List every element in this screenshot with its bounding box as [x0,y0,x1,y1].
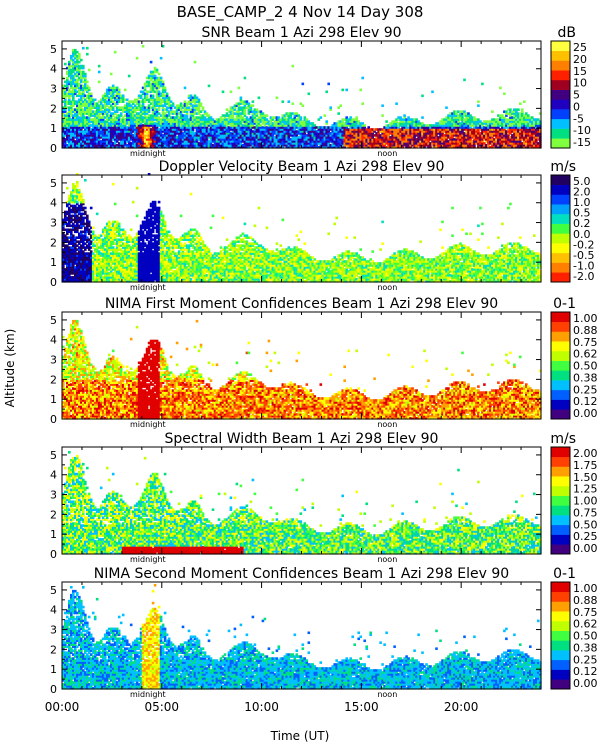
heatmap-cell [98,81,101,84]
heatmap-cell [168,97,171,100]
heatmap-cell [64,63,67,66]
heatmap-cell [94,99,97,102]
heatmap-cell [152,95,155,98]
heatmap-cell [122,95,125,98]
heatmap-cell [110,73,113,76]
heatmap-cell [98,65,101,68]
heatmap-cell [78,53,81,56]
heatmap-cell [252,104,255,107]
heatmap-cell [156,69,159,72]
colorbar-unit: dB [558,25,577,41]
heatmap-cell [160,77,163,80]
heatmap-cell [114,51,117,54]
heatmap-cell [244,77,247,80]
heatmap-cell [80,59,83,62]
heatmap-cell [86,53,89,56]
heatmap-cell [184,87,187,90]
heatmap-cell [258,97,261,100]
heatmap-cell [164,87,167,90]
heatmap-cell [166,93,169,96]
heatmap-cell [88,69,91,72]
heatmap-cell [172,102,175,105]
heatmap-cell [124,89,127,92]
heatmap-cell [208,85,211,88]
heatmap-cell [128,75,131,78]
heatmap-cell [136,57,139,60]
heatmap-cell [150,61,153,64]
heatmap-cell [82,47,85,50]
heatmap-cell [202,106,205,109]
heatmap-cell [240,97,243,100]
figure-title: BASE_CAMP_2 4 Nov 14 Day 308 [177,3,424,22]
heatmap-cell [276,97,279,100]
panel-1: SNR Beam 1 Azi 298 Elev 90 dB012345midnig… [50,25,591,158]
heatmap-cell [160,57,163,60]
heatmap-cell [266,114,269,117]
heatmap-cell [84,73,87,76]
heatmap-cell [118,89,121,92]
heatmap-cell [86,47,89,50]
heatmap-cell [90,93,93,96]
heatmap-cell [200,102,203,105]
heatmap-cell [198,99,201,102]
heatmap-cell [98,71,101,74]
profiler-figure: BASE_CAMP_2 4 Nov 14 Day 308 Altitude (k… [0,0,600,750]
heatmap-cell [158,73,161,76]
heatmap-cell [238,87,241,90]
heatmap-cell [86,81,89,84]
heatmap-cell [162,81,165,84]
x-axis-label: Time (UT) [270,729,330,743]
panels: SNR Beam 1 Azi 298 Elev 90 dB012345midnig… [50,25,598,699]
panel-title: SNR Beam 1 Azi 298 Elev 90 [201,25,401,41]
heatmap-cell [222,91,225,94]
heatmap-cell [142,45,145,48]
heatmap-cell [252,100,255,103]
y-axis-label: Altitude (km) [3,329,17,408]
heatmap-cell [82,65,85,68]
heatmap-cell [230,91,233,94]
heatmap-cell [88,87,91,90]
heatmap-cell [194,61,197,64]
